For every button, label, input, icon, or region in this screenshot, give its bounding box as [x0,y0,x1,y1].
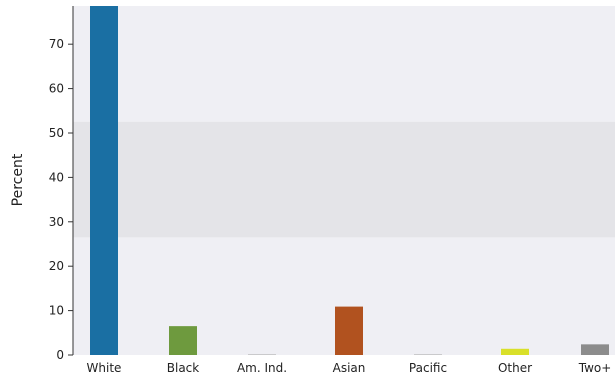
y-tick-label: 30 [49,215,64,229]
x-tick-label: White [87,361,122,375]
y-tick-label: 50 [49,126,64,140]
bar-asian [335,306,363,355]
x-tick-label: Two+ [578,361,612,375]
x-tick-label: Pacific [409,361,447,375]
y-tick-label: 0 [56,348,64,362]
highlight-band [73,121,615,238]
y-ticks-group: 0 10 20 30 40 50 60 70 [49,37,73,362]
y-tick-label: 20 [49,259,64,273]
y-tick-label: 70 [49,37,64,51]
x-tick-label: Asian [333,361,366,375]
x-tick-label: Other [498,361,532,375]
bar-white [90,6,118,355]
bar-two [581,344,609,355]
x-labels-group: White Black Am. Ind. Asian Pacific Other Two+ [87,361,612,375]
bar-other [501,348,529,355]
x-tick-label: Am. Ind. [237,361,287,375]
y-tick-label: 10 [49,304,64,318]
y-axis-title: Percent [10,153,26,206]
bar-black [169,326,197,355]
y-tick-label: 40 [49,170,64,184]
bars-group [90,6,609,355]
y-tick-label: 60 [49,82,64,96]
x-tick-label: Black [167,361,200,375]
